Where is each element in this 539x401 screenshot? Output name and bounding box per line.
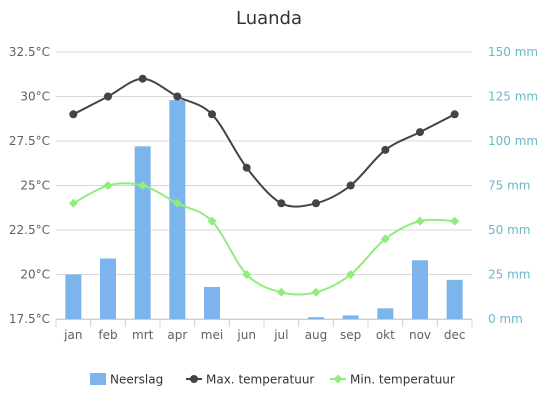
max-temperature-point <box>138 74 147 83</box>
max-temperature-point <box>346 181 355 190</box>
x-tick-label: feb <box>98 328 117 342</box>
y-right-tick-label: 50 mm <box>488 223 530 237</box>
max-temperature-point <box>173 92 182 101</box>
max-temperature-point <box>242 163 251 172</box>
max-temperature-point <box>416 128 424 137</box>
legend-item: Neerslag <box>90 373 163 387</box>
max-temperature-point <box>104 92 112 101</box>
min-temperature-point <box>276 287 286 297</box>
y-left-tick-label: 17.5°C <box>9 312 50 326</box>
precipitation-bar <box>169 100 186 319</box>
legend-marker <box>333 374 343 384</box>
y-right-tick-label: 0 mm <box>488 312 523 326</box>
min-temperature-point <box>346 270 356 279</box>
y-left-tick-label: 30°C <box>20 90 50 104</box>
x-tick-label: mei <box>201 328 223 342</box>
y-left-tick-label: 22.5°C <box>9 223 50 237</box>
chart-title: Luanda <box>236 8 302 29</box>
precipitation-bar <box>412 260 428 319</box>
legend-swatch-bar <box>90 373 106 385</box>
min-temperature-point <box>415 216 425 226</box>
y-right-tick-label: 75 mm <box>488 179 530 193</box>
y-right-tick-label: 125 mm <box>488 90 538 104</box>
min-temperature-point <box>311 287 321 297</box>
max-temperature-line <box>72 77 456 208</box>
min-temperature-point <box>103 181 113 190</box>
precipitation-bar <box>134 146 151 319</box>
precipitation-bar <box>446 279 463 319</box>
min-temperature-point <box>68 198 78 208</box>
min-temperature-point <box>138 181 148 190</box>
min-temperature-point <box>172 198 182 208</box>
precipitation-bars <box>65 100 463 319</box>
legend-label: Max. temperatuur <box>206 373 314 387</box>
max-temperature-point <box>381 145 390 154</box>
legend-marker <box>190 375 198 383</box>
max-temperature-point <box>450 110 459 119</box>
x-tick-label: sep <box>340 328 361 342</box>
min-temperature-line <box>72 182 455 296</box>
grid-lines <box>56 51 472 320</box>
x-tick-label: jan <box>63 328 82 342</box>
x-tick-label: jul <box>273 328 288 342</box>
x-tick-label: dec <box>444 328 466 342</box>
x-tick-label: aug <box>305 328 328 342</box>
max-temperature-point <box>277 199 286 208</box>
max-temperature-point <box>208 110 216 119</box>
max-temperature-point <box>312 199 320 208</box>
x-tick-label: apr <box>167 328 187 342</box>
y-left-tick-label: 20°C <box>20 268 50 282</box>
precipitation-bar <box>204 286 220 319</box>
y-left-tick-label: 25°C <box>20 179 50 193</box>
precipitation-bar <box>377 308 394 319</box>
precipitation-bar <box>65 274 82 319</box>
legend-label: Min. temperatuur <box>350 373 455 387</box>
legend-item: Max. temperatuur <box>186 373 314 387</box>
x-tick-label: jun <box>236 328 256 342</box>
min-temperature-point <box>207 216 217 226</box>
axes: 17.5°C 20°C 22.5°C 25°C 27.5°C 30°C 32.5°C 0 mm… <box>9 45 538 342</box>
min-temperature-point <box>242 270 252 279</box>
y-left-tick-label: 27.5°C <box>9 134 50 148</box>
x-tick-label: okt <box>376 328 395 342</box>
legend-label: Neerslag <box>110 373 163 387</box>
y-right-tick-label: 150 mm <box>488 45 538 59</box>
temperature-lines <box>68 74 460 297</box>
y-left-tick-label: 32.5°C <box>9 45 50 59</box>
precipitation-bar <box>308 317 324 319</box>
precipitation-bar <box>342 315 359 319</box>
precipitation-bar <box>100 258 116 319</box>
y-right-tick-label: 25 mm <box>488 268 530 282</box>
x-tick-label: mrt <box>132 328 154 342</box>
min-temperature-point <box>380 234 390 244</box>
y-right-tick-label: 100 mm <box>488 134 538 148</box>
min-temperature-point <box>450 216 460 226</box>
max-temperature-point <box>69 110 78 119</box>
legend-item: Min. temperatuur <box>330 373 455 387</box>
x-tick-label: nov <box>409 328 431 342</box>
legend: Neerslag Max. temperatuur Min. temperatuur <box>90 373 455 387</box>
